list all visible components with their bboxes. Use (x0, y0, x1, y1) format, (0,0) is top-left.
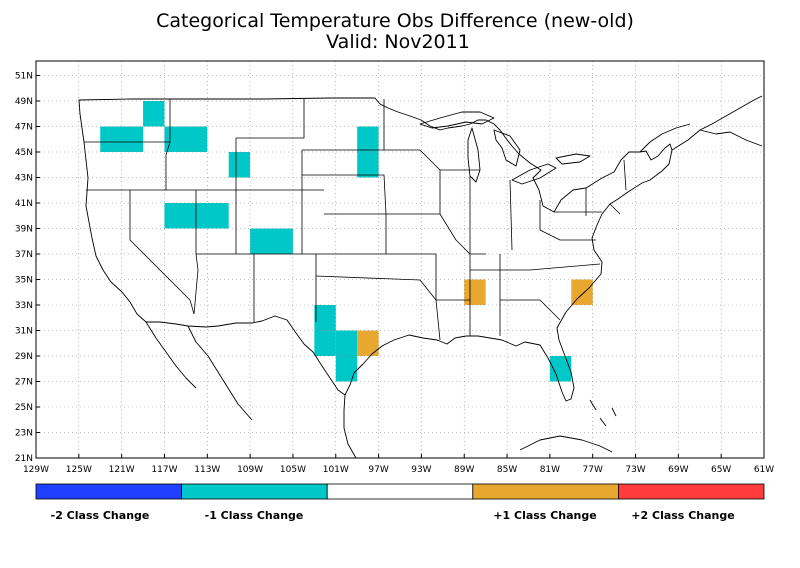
longitude-tick-label: 97W (368, 465, 388, 475)
longitude-tick-label: 77W (583, 465, 603, 475)
mexico-gulf-coast (343, 394, 357, 459)
legend-swatch (181, 483, 328, 500)
cell-minus-class-change (549, 356, 572, 382)
cell-minus-class-change (228, 152, 251, 178)
us-coastline (78, 97, 673, 402)
map-subtitle: Valid: Nov2011 (326, 31, 470, 53)
cell-minus-class-change (250, 228, 293, 254)
cell-minus-class-change (143, 101, 165, 127)
latitude-tick-label: 33N (15, 301, 33, 311)
longitude-tick-label: 85W (497, 465, 517, 475)
cell-minus-class-change (357, 126, 379, 178)
legend-label-minus2: -2 Class Change (51, 509, 150, 522)
difference-cells (100, 101, 593, 382)
longitude-tick-label: 121W (109, 465, 135, 475)
cell-minus-class-change (335, 330, 358, 382)
longitude-tick-label: 129W (23, 465, 49, 475)
longitude-tick-label: 105W (280, 465, 306, 475)
latitude-tick-label: 27N (15, 378, 33, 388)
mexico-coastline (187, 325, 253, 421)
longitude-tick-label: 81W (540, 465, 560, 475)
cell-minus-class-change (100, 126, 144, 152)
longitude-tick-label: 101W (323, 465, 349, 475)
latitude-tick-labels: 21N 23N 25N 27N 29N 31N 33N 35N 37N 39N 41N 43N 45N 4… (15, 72, 40, 464)
cell-minus-class-change (164, 203, 229, 229)
latitude-tick-label: 23N (15, 429, 33, 439)
cell-plus-class-change (571, 279, 593, 305)
latitude-tick-label: 47N (15, 123, 33, 133)
lake-ontario (555, 153, 591, 165)
legend-label-plus1: +1 Class Change (493, 509, 596, 522)
legend-colorbar (35, 483, 765, 500)
bahamas (589, 399, 617, 427)
basemap-boundaries (78, 95, 763, 459)
longitude-tick-label: 61W (754, 465, 774, 475)
lake-huron (493, 129, 521, 167)
latitude-tick-label: 25N (15, 403, 33, 413)
latitude-tick-label: 39N (15, 225, 33, 235)
longitude-tick-label: 125W (66, 465, 92, 475)
lake-erie (511, 163, 557, 185)
longitude-tick-label: 109W (237, 465, 263, 475)
latitude-tick-label: 49N (15, 97, 33, 107)
longitude-tick-label: 93W (411, 465, 431, 475)
latitude-tick-label: 51N (15, 72, 33, 82)
canada-coastline (671, 95, 763, 151)
map-frame (35, 60, 765, 459)
latitude-tick-label: 43N (15, 174, 33, 184)
cell-plus-class-change (357, 330, 379, 356)
canada-coastline (699, 129, 763, 147)
canada-coastline (639, 123, 691, 153)
latitude-tick-label: 45N (15, 148, 33, 158)
latitude-tick-label: 37N (15, 250, 33, 260)
latitude-tick-label: 21N (15, 454, 33, 464)
latitude-tick-label: 35N (15, 276, 33, 286)
latitude-tick-label: 31N (15, 327, 33, 337)
cuba-coastline (519, 435, 613, 453)
state-boundaries (84, 99, 627, 341)
legend-swatch (326, 483, 474, 500)
longitude-tick-label: 113W (194, 465, 220, 475)
legend-label-minus1: -1 Class Change (205, 509, 304, 522)
legend-swatch (35, 483, 183, 500)
cell-minus-class-change (314, 305, 336, 356)
latitude-tick-label: 41N (15, 199, 33, 209)
map-title: Categorical Temperature Obs Difference (… (156, 10, 634, 32)
longitude-tick-label: 117W (151, 465, 177, 475)
longitude-tick-label: 69W (668, 465, 688, 475)
legend-label-plus2: +2 Class Change (631, 509, 734, 522)
longitude-tick-label: 73W (625, 465, 645, 475)
color-legend: -2 Class Change -1 Class Change +1 Class… (35, 483, 765, 522)
longitude-tick-label: 65W (711, 465, 731, 475)
cell-minus-class-change (164, 126, 208, 152)
map-plot-area (35, 60, 765, 459)
longitude-tick-label: 89W (454, 465, 474, 475)
longitude-tick-labels: 129W 125W 121W 117W 113W 109W 105W 101W 97W 93W 89… (23, 454, 774, 475)
lake-michigan (467, 127, 481, 183)
lake-superior (419, 111, 495, 129)
legend-swatch (472, 483, 619, 500)
legend-swatch (618, 483, 765, 500)
latitude-tick-label: 29N (15, 352, 33, 362)
baja-coastline (145, 321, 197, 389)
cell-plus-class-change (464, 279, 486, 305)
